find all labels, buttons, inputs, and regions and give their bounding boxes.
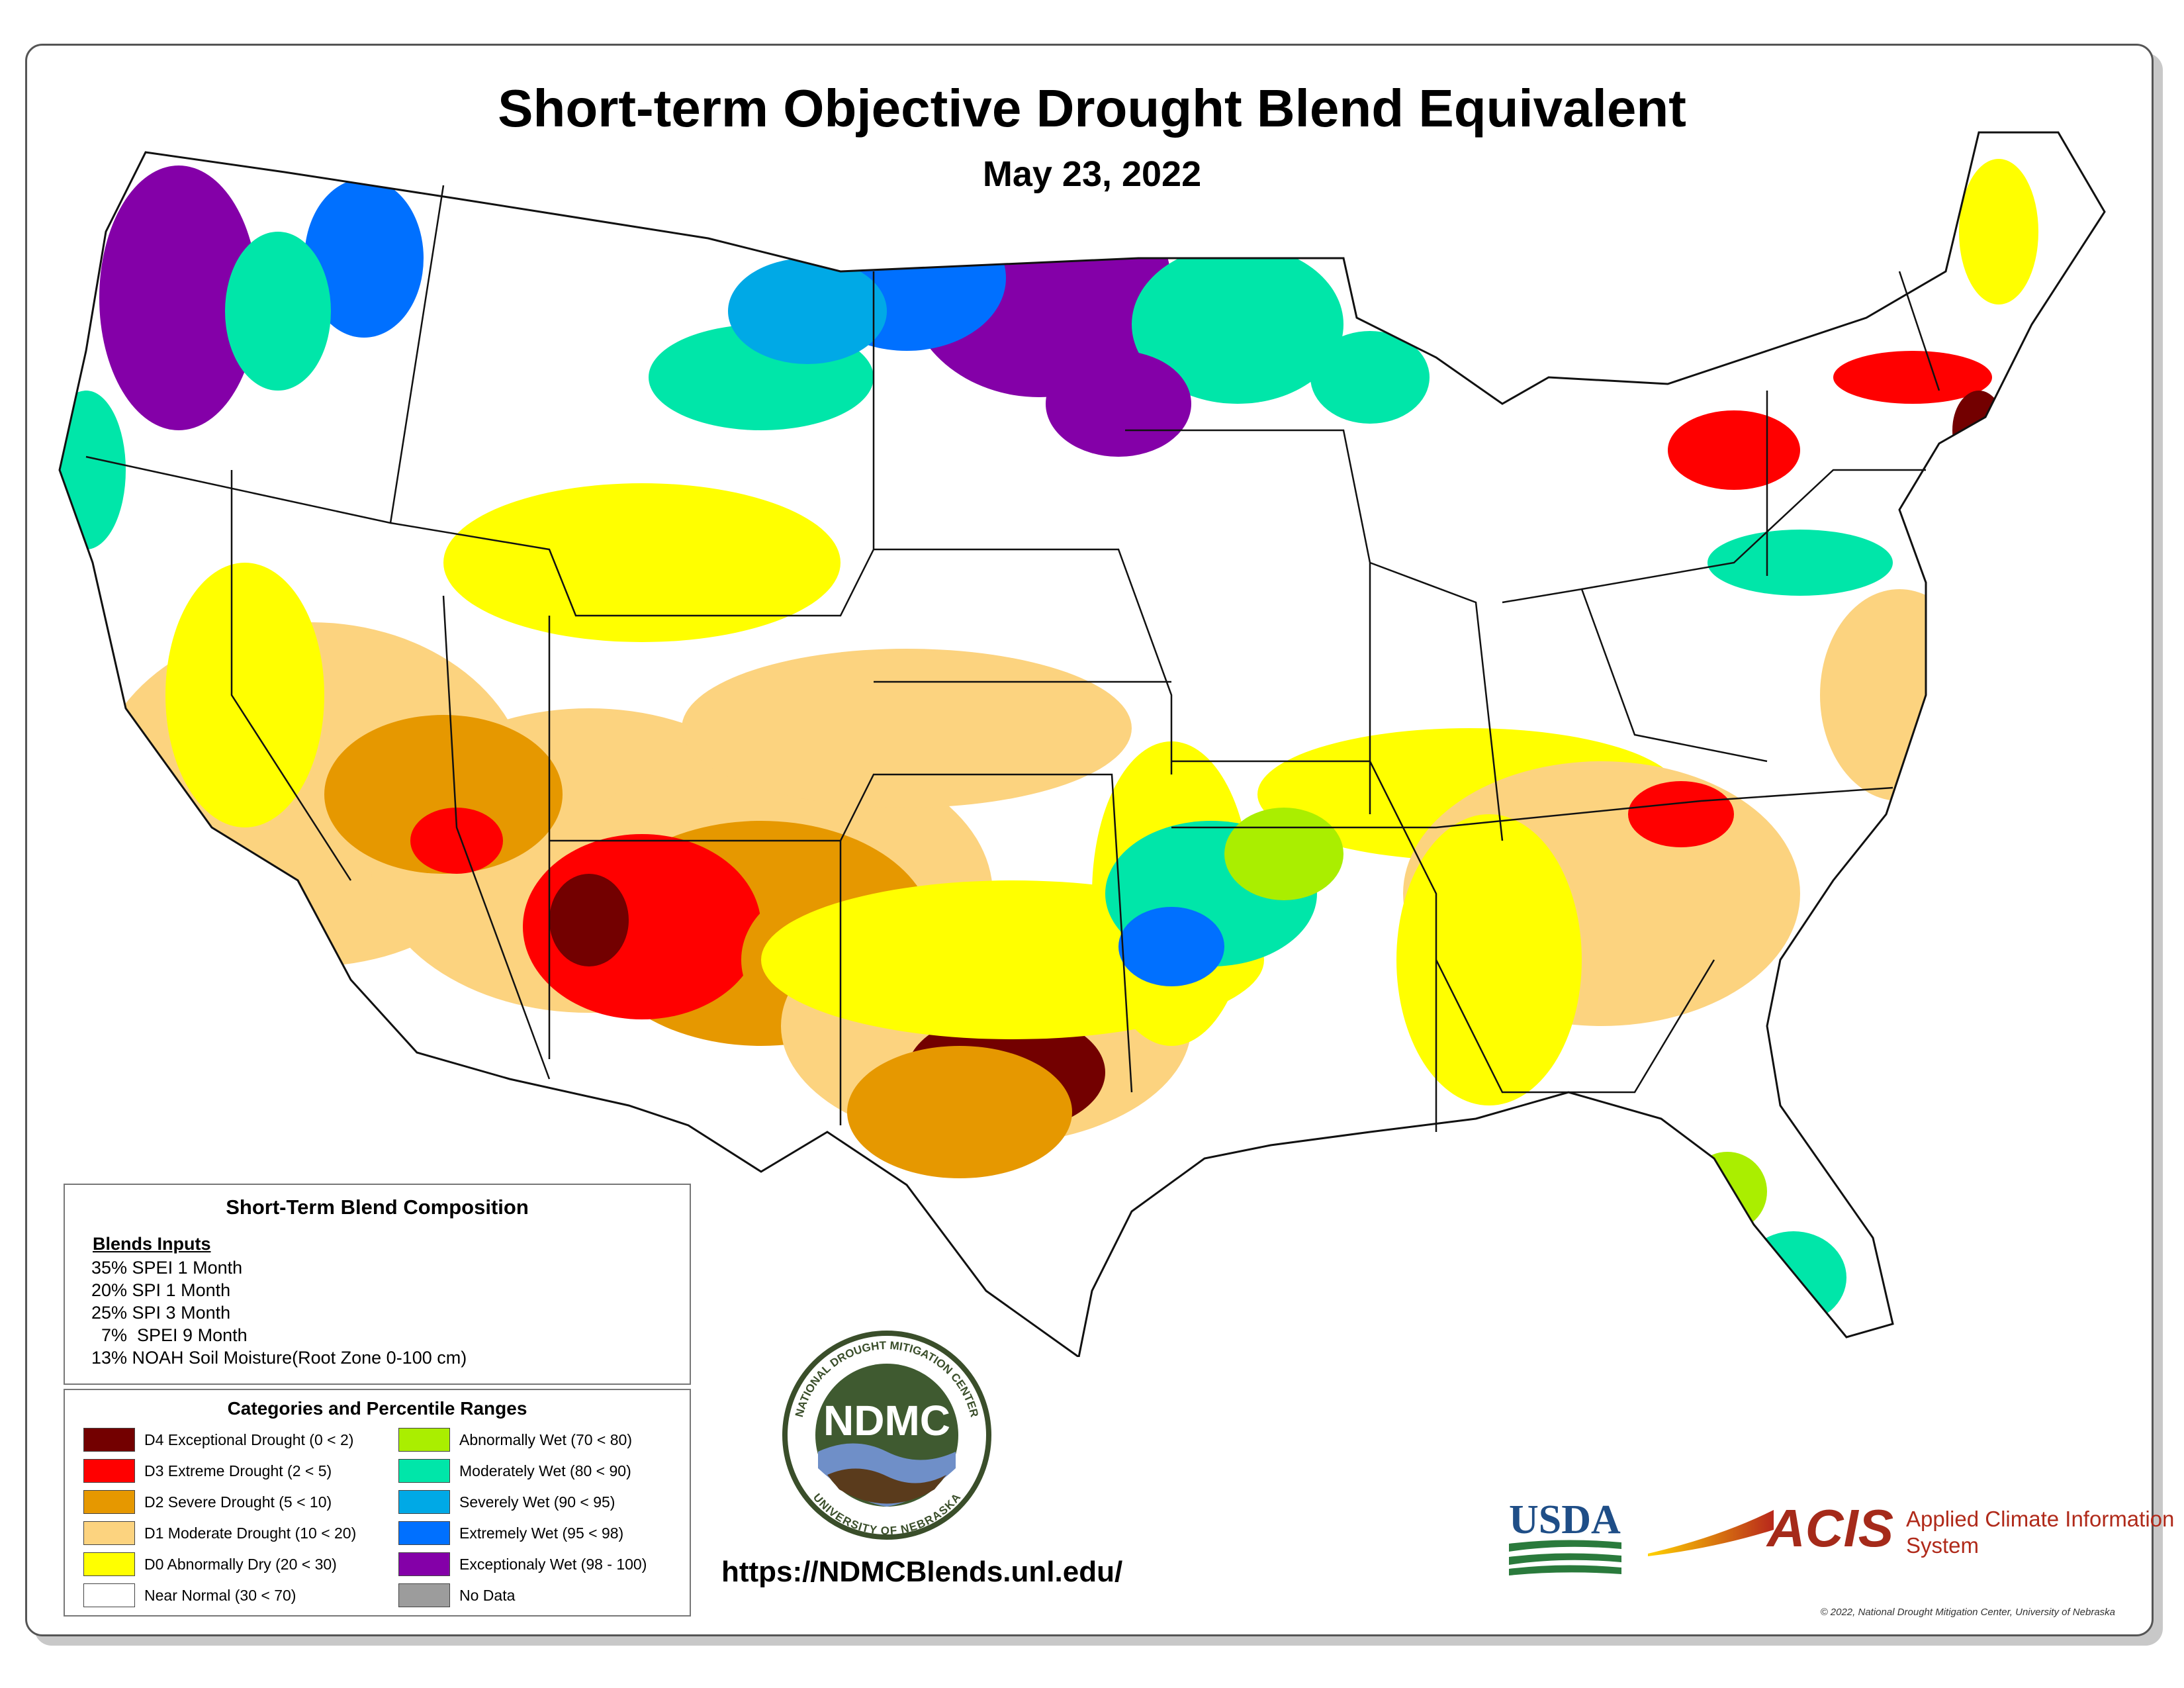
drought-region xyxy=(1833,351,1992,404)
legend-swatch xyxy=(83,1490,135,1514)
drought-region xyxy=(549,874,629,966)
drought-region xyxy=(1688,1152,1767,1231)
drought-region xyxy=(1707,530,1893,596)
ndmc-wordmark: NDMC xyxy=(823,1397,950,1444)
state-borders xyxy=(85,185,1940,1132)
drought-region xyxy=(1959,159,2038,305)
drought-region xyxy=(1310,331,1430,424)
drought-region xyxy=(1046,351,1191,457)
drought-region xyxy=(682,649,1132,808)
drought-region xyxy=(1396,814,1582,1105)
drought-region xyxy=(60,391,126,549)
drought-region xyxy=(1741,1231,1846,1324)
us-drought-map xyxy=(58,131,2106,1357)
legend-swatch xyxy=(398,1428,450,1452)
drought-region xyxy=(1118,907,1224,986)
legend-swatch xyxy=(83,1583,135,1607)
drought-region xyxy=(410,808,503,874)
legend-item-w1: Moderately Wet (80 < 90) xyxy=(398,1458,631,1483)
input-item: 7% SPEI 9 Month xyxy=(91,1325,248,1345)
legend-swatch xyxy=(398,1459,450,1483)
legend-item-d4: D4 Exceptional Drought (0 < 2) xyxy=(83,1427,353,1452)
drought-region xyxy=(99,165,258,430)
input-item: 35% SPEI 1 Month xyxy=(91,1258,243,1278)
legend-swatch xyxy=(398,1521,450,1545)
map-title: Short-term Objective Drought Blend Equiv… xyxy=(498,79,1686,138)
legend-label: D3 Extreme Drought (2 < 5) xyxy=(144,1462,332,1479)
drought-region xyxy=(728,258,887,364)
legend-label: D2 Severe Drought (5 < 10) xyxy=(144,1493,332,1511)
legend-item-w0: Abnormally Wet (70 < 80) xyxy=(398,1427,632,1452)
legend-swatch xyxy=(83,1428,135,1452)
legend-item-w3: Extremely Wet (95 < 98) xyxy=(398,1521,623,1546)
drought-region xyxy=(443,483,841,642)
legend-swatch xyxy=(398,1583,450,1607)
legend-heading: Categories and Percentile Ranges xyxy=(227,1398,527,1419)
legend-swatch xyxy=(83,1552,135,1576)
drought-region xyxy=(225,232,331,391)
composition-box: Short-Term Blend Composition Blends Inpu… xyxy=(64,1184,691,1385)
legend-label: Moderately Wet (80 < 90) xyxy=(459,1462,631,1479)
legend-swatch xyxy=(398,1552,450,1576)
input-item: 20% SPI 1 Month xyxy=(91,1280,231,1300)
legend-swatch xyxy=(83,1521,135,1545)
drought-region xyxy=(1668,410,1800,490)
acis-logo: ACIS Applied Climate Information System xyxy=(1648,1499,2177,1572)
ndmc-blends-link[interactable]: https://NDMCBlends.unl.edu/ xyxy=(721,1556,1123,1588)
ndmc-logo: NDMC NATIONAL DROUGHT MITIGATION CENTER … xyxy=(782,1331,991,1540)
us-outline xyxy=(58,131,2106,1357)
legend-item-w4: Exceptionaly Wet (98 - 100) xyxy=(398,1552,647,1577)
input-item: 25% SPI 3 Month xyxy=(91,1303,231,1323)
drought-region xyxy=(165,563,324,827)
drought-region xyxy=(1132,245,1343,404)
legend-item-w2: Severely Wet (90 < 95) xyxy=(398,1489,615,1515)
drought-region xyxy=(1820,589,1979,801)
legend-swatch xyxy=(83,1459,135,1483)
drought-region xyxy=(304,179,424,338)
usda-logo: USDA xyxy=(1509,1497,1621,1575)
composition-heading: Short-Term Blend Composition xyxy=(226,1196,529,1219)
legend-item-normal: Near Normal (30 < 70) xyxy=(83,1583,296,1608)
acis-wordmark: ACIS xyxy=(1767,1499,1894,1558)
legend-item-d0: D0 Abnormally Dry (20 < 30) xyxy=(83,1552,337,1577)
legend-item-d3: D3 Extreme Drought (2 < 5) xyxy=(83,1458,332,1483)
drought-region xyxy=(847,1046,1072,1178)
legend-item-nodata: No Data xyxy=(398,1583,515,1608)
usda-wordmark: USDA xyxy=(1509,1497,1621,1542)
legend-label: D4 Exceptional Drought (0 < 2) xyxy=(144,1430,354,1448)
legend-label: D1 Moderate Drought (10 < 20) xyxy=(144,1524,357,1542)
drought-region xyxy=(1224,808,1343,900)
legend-label: Near Normal (30 < 70) xyxy=(144,1586,296,1604)
legend-label: Extremely Wet (95 < 98) xyxy=(459,1524,624,1542)
legend-label: Exceptionaly Wet (98 - 100) xyxy=(459,1555,647,1573)
map-date: May 23, 2022 xyxy=(982,154,1202,194)
acis-swoosh xyxy=(1648,1510,1774,1556)
legend-label: No Data xyxy=(459,1586,516,1604)
inputs-list: 35% SPEI 1 Month 20% SPI 1 Month 25% SPI… xyxy=(91,1256,467,1369)
legend-swatch xyxy=(398,1490,450,1514)
legend-label: Severely Wet (90 < 95) xyxy=(459,1493,615,1511)
drought-region xyxy=(324,715,563,874)
input-item: 13% NOAH Soil Moisture(Root Zone 0-100 c… xyxy=(91,1348,467,1368)
copyright: © 2022, National Drought Mitigation Cent… xyxy=(1820,1607,2115,1618)
drought-region xyxy=(1628,781,1734,847)
legend-label: D0 Abnormally Dry (20 < 30) xyxy=(144,1555,337,1573)
inputs-label: Blends Inputs xyxy=(93,1234,211,1254)
legend-label: Abnormally Wet (70 < 80) xyxy=(459,1430,632,1448)
legend-item-d1: D1 Moderate Drought (10 < 20) xyxy=(83,1521,356,1546)
legend-box: Categories and Percentile Ranges D4 Exce… xyxy=(64,1389,691,1617)
legend-item-d2: D2 Severe Drought (5 < 10) xyxy=(83,1489,332,1515)
acis-subtitle: Applied Climate Information System xyxy=(1906,1507,2175,1558)
